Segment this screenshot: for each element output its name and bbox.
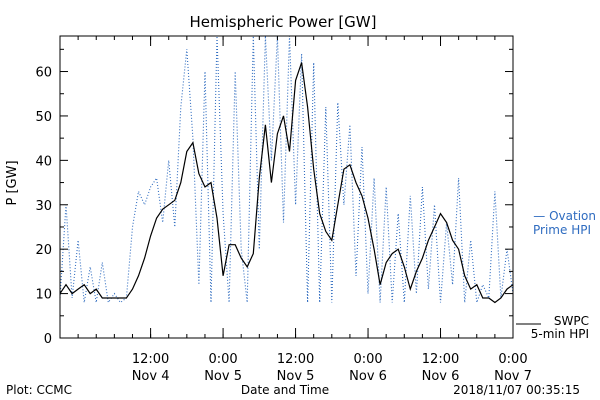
legend-swpc: SWPC 5-min HPI [516, 314, 589, 341]
y-tick-label: 50 [35, 110, 52, 125]
y-axis-label: P [GW] [5, 160, 20, 205]
plot-area: 0 10 20 30 40 50 60 12:00 Nov 4 0:00 Nov 5 12:00 Nov… [35, 35, 532, 384]
legend-swpc-line2: 5-min HPI [531, 327, 589, 341]
plot-credit: Plot: CCMC [6, 383, 72, 397]
series-line-swpc [59, 62, 514, 304]
y-tick-label: 30 [35, 199, 52, 214]
y-tick-label: 60 [35, 66, 52, 81]
legend-ovation-line1: — Ovation [533, 209, 596, 223]
x-tick-label-date: Nov 6 [422, 369, 460, 384]
x-tick-label-time: 0:00 [208, 352, 237, 367]
x-tick-label-date: Nov 7 [494, 369, 532, 384]
x-tick-label-date: Nov 4 [132, 369, 170, 384]
legend-swpc-line1: SWPC [554, 314, 589, 328]
x-tick-label-time: 12:00 [132, 352, 169, 367]
legend-ovation-line2: Prime HPI [533, 223, 591, 237]
x-tick-label-date: Nov 5 [204, 369, 242, 384]
x-tick-label-time: 0:00 [353, 352, 382, 367]
x-tick-label-time: 12:00 [277, 352, 314, 367]
x-tick-label-time: 12:00 [422, 352, 459, 367]
chart-title: Hemispheric Power [GW] [190, 13, 377, 31]
series-line-ovation-prime [59, 35, 514, 304]
plot-timestamp: 2018/11/07 00:35:15 [453, 383, 580, 397]
x-axis-label: Date and Time [241, 383, 329, 397]
y-tick-label: 20 [35, 243, 52, 258]
plot-frame [59, 35, 514, 339]
x-tick-label-date: Nov 6 [349, 369, 387, 384]
y-tick-label: 40 [35, 154, 52, 169]
x-tick-label-date: Nov 5 [277, 369, 315, 384]
y-tick-label: 10 [35, 288, 52, 303]
y-tick-label: 0 [44, 332, 52, 347]
legend-ovation: — Ovation Prime HPI [533, 209, 596, 237]
x-tick-label-time: 0:00 [498, 352, 527, 367]
